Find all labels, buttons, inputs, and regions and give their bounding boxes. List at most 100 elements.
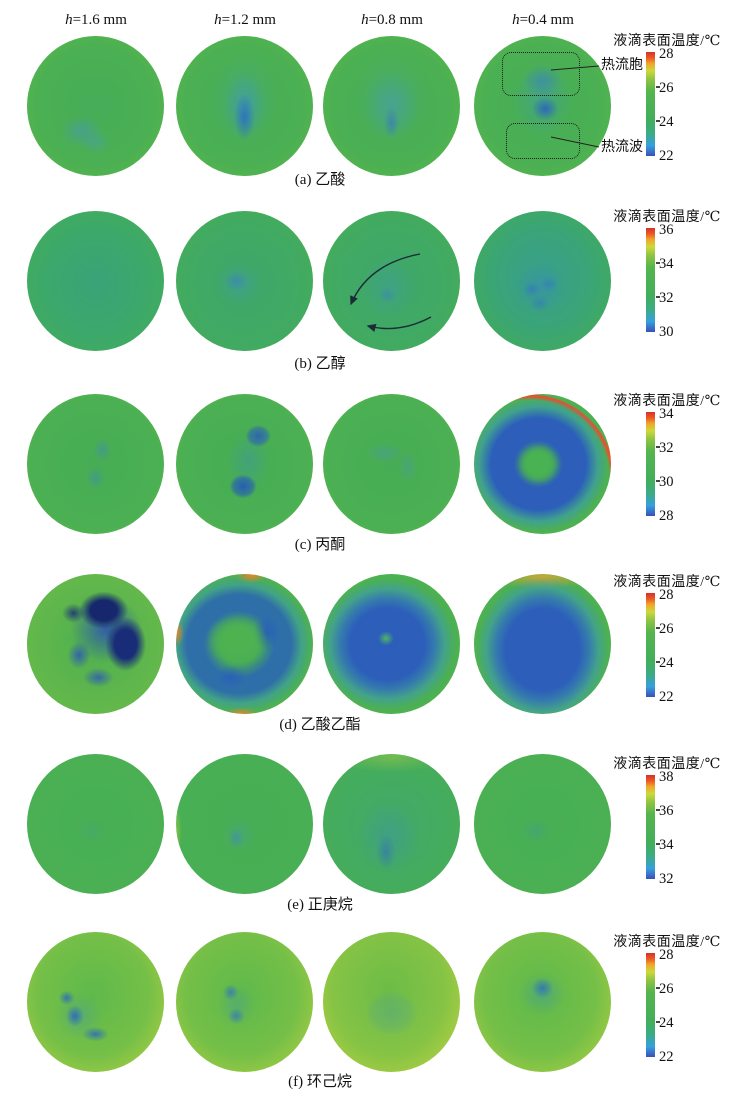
colorbar-tick-label: 32 — [659, 290, 674, 306]
heatmap-droplet-f4 — [474, 932, 611, 1072]
colorbar-tick-label: 28 — [659, 508, 674, 524]
colorbar-tick-label: 30 — [659, 324, 674, 340]
colorbar-tick-label: 24 — [659, 1015, 674, 1031]
colorbar-tickmark — [656, 296, 660, 298]
column-header-variable: h — [214, 12, 222, 28]
colorbar-tick-label: 36 — [659, 222, 674, 238]
panel-caption-a: (a) 乙酸 — [294, 172, 346, 188]
column-header-variable: h — [65, 12, 73, 28]
column-header-variable: h — [361, 12, 369, 28]
flow-arrow-upper — [350, 253, 421, 306]
flow-arrow-lower — [366, 316, 432, 332]
annotation-box-thermal-wave — [506, 123, 580, 159]
colorbar-tick-label: 28 — [659, 587, 674, 603]
colorbar-tickmark — [656, 262, 660, 264]
colorbar-title: 液滴表面温度/℃ — [613, 210, 721, 225]
column-header-value: =1.6 mm — [72, 12, 127, 28]
column-header-h1.2: h=1.2 mm — [180, 12, 310, 29]
heatmap-droplet-c2 — [176, 394, 313, 534]
colorbar-tick-label: 36 — [659, 803, 674, 819]
heatmap-droplet-b2 — [176, 211, 313, 351]
column-header-value: =0.4 mm — [519, 12, 574, 28]
heatmap-droplet-a3 — [323, 36, 460, 176]
heatmap-droplet-e2 — [176, 754, 313, 894]
colorbar-tickmark — [656, 86, 660, 88]
heatmap-droplet-d1 — [27, 574, 164, 714]
heatmap-droplet-f2 — [176, 932, 313, 1072]
colorbar-tick-label: 28 — [659, 947, 674, 963]
colorbar-tickmark — [656, 661, 660, 663]
heatmap-droplet-d2 — [176, 574, 313, 714]
colorbar-title: 液滴表面温度/℃ — [613, 935, 721, 950]
colorbar-tick-label: 24 — [659, 114, 674, 130]
heatmap-droplet-b1 — [27, 211, 164, 351]
colorbar-tickmark — [656, 843, 660, 845]
heatmap-droplet-d3 — [323, 574, 460, 714]
panel-caption-f: (f) 环己烷 — [288, 1074, 352, 1090]
colorbar — [646, 412, 655, 516]
colorbar — [646, 52, 655, 156]
annotation-label-thermal-wave: 热流波 — [601, 140, 643, 155]
column-header-value: =0.8 mm — [368, 12, 423, 28]
colorbar — [646, 593, 655, 697]
colorbar-tick-label: 32 — [659, 871, 674, 887]
heatmap-droplet-e4 — [474, 754, 611, 894]
heatmap-droplet-f1 — [27, 932, 164, 1072]
heatmap-droplet-d4 — [474, 574, 611, 714]
colorbar-tick-label: 22 — [659, 1049, 674, 1065]
colorbar-tick-label: 26 — [659, 80, 674, 96]
colorbar-tick-label: 28 — [659, 46, 674, 62]
colorbar-tick-label: 38 — [659, 769, 674, 785]
heatmap-droplet-e3 — [323, 754, 460, 894]
leader-line-thermal-cell — [550, 65, 600, 71]
colorbar-tick-label: 22 — [659, 689, 674, 705]
column-header-variable: h — [512, 12, 520, 28]
colorbar-tick-label: 34 — [659, 837, 674, 853]
colorbar-tickmark — [656, 627, 660, 629]
heatmap-droplet-e1 — [27, 754, 164, 894]
colorbar-tick-label: 32 — [659, 440, 674, 456]
heatmap-droplet-a1 — [27, 36, 164, 176]
colorbar — [646, 953, 655, 1057]
colorbar-tick-label: 34 — [659, 256, 674, 272]
column-header-h1.6: h=1.6 mm — [31, 12, 161, 29]
annotation-box-thermal-cell — [502, 52, 580, 96]
colorbar-tick-label: 34 — [659, 406, 674, 422]
panel-caption-d: (d) 乙酸乙酯 — [279, 717, 361, 733]
colorbar-title: 液滴表面温度/℃ — [613, 394, 721, 409]
colorbar-tickmark — [656, 446, 660, 448]
colorbar-tickmark — [656, 1021, 660, 1023]
colorbar-tick-label: 30 — [659, 474, 674, 490]
column-header-h0.8: h=0.8 mm — [327, 12, 457, 29]
panel-caption-c: (c) 丙酮 — [294, 537, 346, 553]
colorbar-tick-label: 26 — [659, 981, 674, 997]
heatmap-droplet-a2 — [176, 36, 313, 176]
column-header-h0.4: h=0.4 mm — [478, 12, 608, 29]
heatmap-droplet-f3 — [323, 932, 460, 1072]
colorbar-title: 液滴表面温度/℃ — [613, 34, 721, 49]
colorbar-tickmark — [656, 809, 660, 811]
heatmap-droplet-c3 — [323, 394, 460, 534]
annotation-label-thermal-cell: 热流胞 — [601, 58, 643, 73]
colorbar — [646, 228, 655, 332]
column-header-value: =1.2 mm — [221, 12, 276, 28]
colorbar-tickmark — [656, 480, 660, 482]
leader-line-thermal-wave — [550, 136, 600, 148]
colorbar-tick-label: 22 — [659, 148, 674, 164]
panel-caption-e: (e) 正庚烷 — [287, 897, 353, 913]
panel-caption-b: (b) 乙醇 — [294, 356, 346, 372]
heatmap-droplet-a4 — [474, 36, 611, 176]
colorbar-tickmark — [656, 120, 660, 122]
heatmap-droplet-c4 — [474, 394, 611, 534]
heatmap-droplet-b3 — [323, 211, 460, 351]
colorbar — [646, 775, 655, 879]
colorbar-tick-label: 24 — [659, 655, 674, 671]
